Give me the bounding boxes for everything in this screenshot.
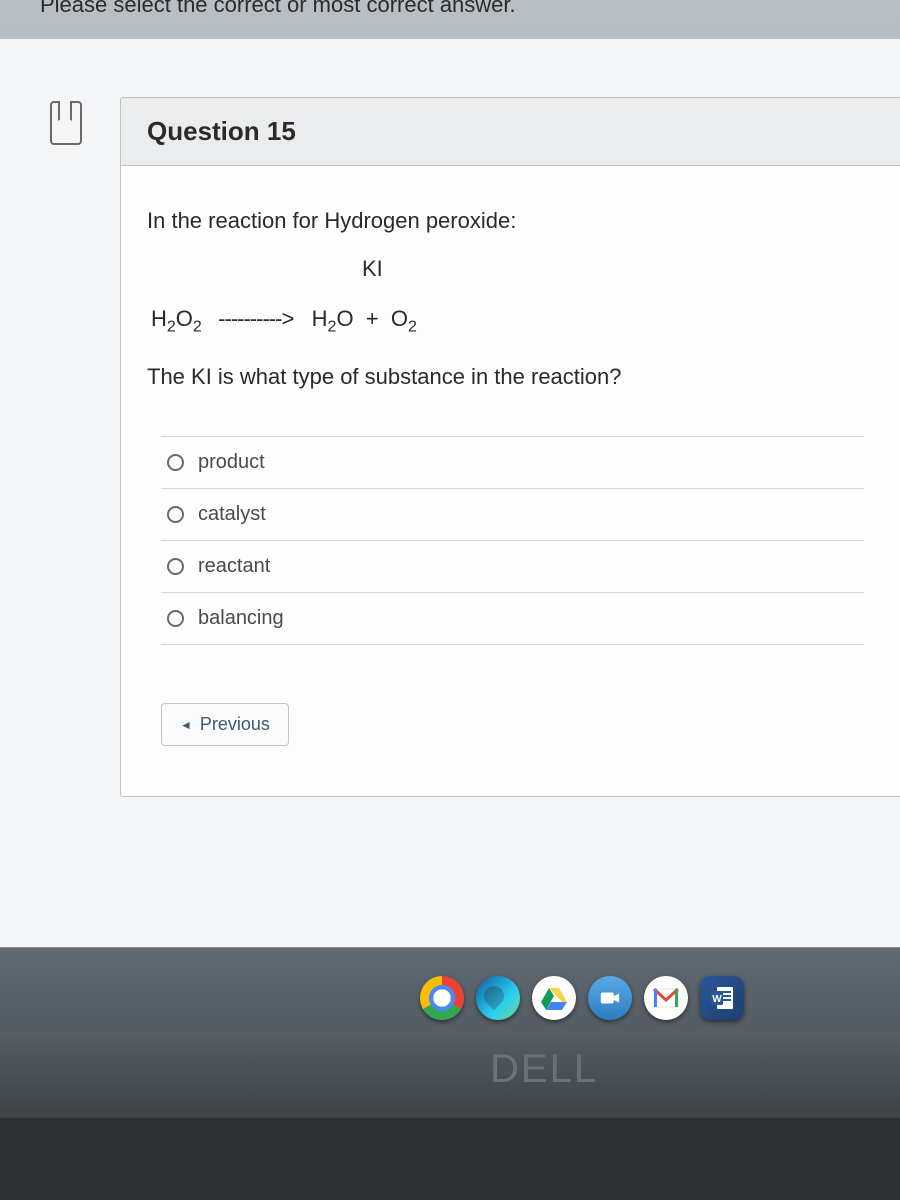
question-card: Question 15 In the reaction for Hydrogen… — [120, 97, 900, 797]
equation-left: H2O2 — [151, 306, 202, 331]
dell-logo: DELL — [490, 1047, 598, 1092]
svg-text:W: W — [712, 994, 722, 1005]
drive-triangle-icon — [541, 986, 567, 1010]
windows-taskbar[interactable] — [0, 1118, 900, 1200]
camera-app-icon[interactable] — [588, 976, 632, 1020]
option-label: balancing — [198, 607, 284, 630]
radio-icon — [167, 610, 184, 627]
chrome-icon[interactable] — [420, 976, 464, 1020]
radio-icon — [167, 454, 184, 471]
chevron-left-icon: ◄ — [180, 718, 192, 732]
instruction-text: Please select the correct or most correc… — [40, 0, 516, 18]
google-drive-icon[interactable] — [532, 976, 576, 1020]
mail-icon — [653, 988, 679, 1008]
question-body: In the reaction for Hydrogen peroxide: K… — [121, 166, 900, 796]
question-header: Question 15 — [121, 98, 900, 166]
answer-options: product catalyst reactant balancing — [161, 436, 864, 645]
reaction-catalyst-label: KI — [362, 256, 874, 282]
option-label: product — [198, 451, 265, 474]
gmail-icon[interactable] — [644, 976, 688, 1020]
edge-icon[interactable] — [476, 976, 520, 1020]
option-label: catalyst — [198, 503, 266, 526]
taskbar-apps: W — [420, 976, 744, 1020]
previous-button-label: Previous — [200, 714, 270, 735]
previous-button[interactable]: ◄ Previous — [161, 703, 289, 746]
equation-arrow: ----------> — [208, 306, 293, 331]
quiz-content-area: Question 15 In the reaction for Hydrogen… — [0, 38, 900, 948]
reaction-equation: H2O2 ----------> H2O + O2 — [151, 306, 874, 336]
option-label: reactant — [198, 555, 270, 578]
option-product[interactable]: product — [161, 436, 864, 489]
question-prompt-line1: In the reaction for Hydrogen peroxide: — [147, 208, 874, 234]
option-catalyst[interactable]: catalyst — [161, 489, 864, 541]
option-reactant[interactable]: reactant — [161, 541, 864, 593]
question-prompt-line2: The KI is what type of substance in the … — [147, 364, 874, 390]
equation-right: H2O + O2 — [299, 306, 416, 331]
camera-icon — [599, 987, 621, 1009]
bookmark-icon[interactable] — [50, 101, 82, 145]
laptop-hinge-area — [0, 1028, 900, 1118]
radio-icon — [167, 558, 184, 575]
option-balancing[interactable]: balancing — [161, 593, 864, 645]
bookmark-rail — [50, 101, 90, 157]
document-icon: W — [709, 985, 735, 1011]
word-app-icon[interactable]: W — [700, 976, 744, 1020]
radio-icon — [167, 506, 184, 523]
